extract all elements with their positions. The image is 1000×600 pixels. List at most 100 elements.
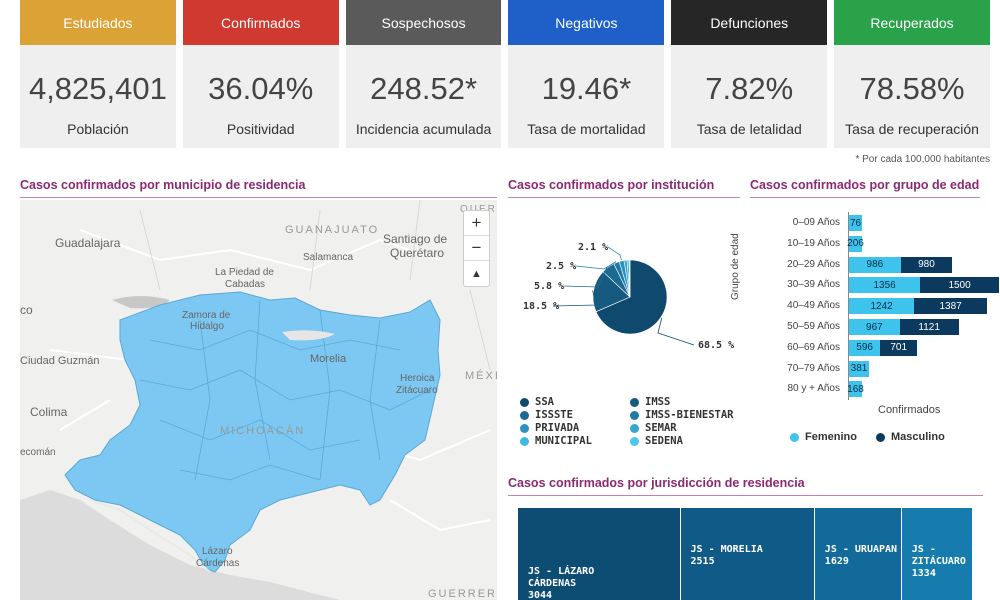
zoom-in-button[interactable]: + bbox=[464, 211, 489, 236]
treemap-title: Casos confirmados por jurisdicción de re… bbox=[508, 476, 983, 496]
label-hidalgo: Hidalgo bbox=[190, 321, 224, 332]
bar-femenino[interactable]: 967 bbox=[849, 319, 900, 335]
age-chart-title: Casos confirmados por grupo de edad bbox=[750, 178, 980, 198]
age-y-axis-title: Grupo de edad bbox=[730, 233, 741, 300]
tile-value: 1629 bbox=[824, 556, 849, 567]
age-axis-line bbox=[848, 212, 849, 400]
map-canvas bbox=[20, 200, 491, 600]
age-category-label: 20–29 Años bbox=[787, 258, 840, 270]
masculino-dot-icon bbox=[876, 432, 885, 442]
bar-femenino[interactable]: 76 bbox=[849, 215, 862, 231]
legend-item-imss-bienestar[interactable]: IMSS-BIENESTAR bbox=[630, 409, 750, 421]
label-morelia: Morelia bbox=[310, 353, 347, 365]
bar-masculino[interactable]: 1121 bbox=[899, 319, 959, 335]
bar-femenino[interactable]: 1242 bbox=[849, 298, 915, 315]
label-lapiedad: La Piedad de bbox=[215, 267, 274, 278]
kpi-header: Sospechosos bbox=[345, 0, 502, 45]
legend-femenino[interactable]: Femenino bbox=[790, 431, 857, 443]
legend-item-semar[interactable]: SEMAR bbox=[630, 422, 750, 434]
tile-name: CÁRDENAS bbox=[528, 578, 577, 589]
reset-north-button[interactable]: ▲ bbox=[471, 267, 482, 280]
age-x-axis-title: Confirmados bbox=[878, 404, 941, 416]
treemap-tile[interactable]: JS - LÁZARO CÁRDENAS 3044 bbox=[518, 508, 680, 600]
age-category-label: 30–39 Años bbox=[787, 279, 840, 291]
kpi-value: 7.82% bbox=[705, 71, 794, 106]
legend-masculino[interactable]: Masculino bbox=[876, 431, 945, 443]
legend-dot-icon bbox=[520, 410, 529, 420]
legend-label: ISSSTE bbox=[535, 409, 573, 421]
michoacan-region bbox=[64, 291, 441, 573]
age-category-label: 10–19 Años bbox=[787, 237, 840, 249]
bar-femenino[interactable]: 1356 bbox=[849, 277, 921, 294]
road-lines bbox=[49, 229, 491, 532]
pie-leader-line bbox=[575, 261, 617, 270]
municipality-map[interactable]: Guadalajara GUANAJUATO Santiago de Queré… bbox=[20, 200, 497, 600]
legend-item-municipal[interactable]: MUNICIPAL bbox=[520, 435, 630, 447]
legend-label: IMSS-BIENESTAR bbox=[645, 409, 734, 421]
tile-name: JS - ZITÁCUARO bbox=[911, 544, 966, 567]
age-category-label: 0–09 Años bbox=[792, 217, 840, 228]
legend-label: SEMAR bbox=[645, 422, 677, 434]
state-borders bbox=[139, 200, 491, 371]
tile-value: 2515 bbox=[690, 556, 715, 567]
label-quere: QUERE bbox=[460, 204, 497, 215]
pie-leader-line bbox=[607, 246, 622, 261]
legend-dot-icon bbox=[630, 436, 639, 446]
tile-name: JS - LÁZARO bbox=[528, 566, 595, 577]
pie-slice-sedena[interactable] bbox=[628, 259, 631, 298]
kpi-label: Tasa de letalidad bbox=[696, 121, 802, 137]
kpi-recuperados: Recuperados 78.58% Tasa de recuperación bbox=[834, 0, 990, 148]
treemap-tile[interactable]: JS - URUAPAN 1629 bbox=[814, 508, 901, 600]
legend-label: IMSS bbox=[645, 396, 671, 408]
treemap-tile[interactable]: JS - ZITÁCUARO 1334 bbox=[901, 508, 972, 600]
label-zamora: Zamora de bbox=[182, 310, 231, 321]
bar-masculino[interactable]: 701 bbox=[880, 339, 918, 356]
kpi-header: Defunciones bbox=[671, 0, 828, 45]
kpi-label: Tasa de recuperación bbox=[845, 121, 979, 137]
kpi-row: Estudiados 4,825,401 Población Confirmad… bbox=[20, 0, 990, 148]
pie-label: 2.5 % bbox=[546, 261, 576, 272]
treemap-tile[interactable]: JS - MORELIA 2515 bbox=[680, 508, 814, 600]
zoom-out-button[interactable]: − bbox=[464, 236, 489, 261]
pie-slice-ssa[interactable] bbox=[595, 259, 668, 335]
label-queretaro: Querétaro bbox=[390, 246, 445, 260]
kpi-header: Recuperados bbox=[834, 0, 990, 45]
map-title: Casos confirmados por municipio de resid… bbox=[20, 178, 497, 198]
coastline bbox=[89, 499, 211, 573]
label-co: co bbox=[20, 303, 33, 317]
bar-femenino[interactable]: 168 bbox=[847, 381, 864, 398]
bar-masculino[interactable]: 1387 bbox=[914, 298, 988, 315]
kpi-defunciones: Defunciones 7.82% Tasa de letalidad bbox=[671, 0, 828, 148]
legend-item-privada[interactable]: PRIVADA bbox=[520, 422, 630, 434]
label-santiago: Santiago de bbox=[383, 232, 448, 246]
legend-item-sedena[interactable]: SEDENA bbox=[630, 435, 750, 447]
legend-item-ssa[interactable]: SSA bbox=[520, 396, 630, 408]
pie-leader-line bbox=[552, 290, 597, 307]
pie-slice-imss[interactable] bbox=[592, 271, 631, 313]
kpi-label: Tasa de mortalidad bbox=[527, 121, 646, 137]
legend-dot-icon bbox=[520, 423, 529, 433]
bar-femenino[interactable]: 986 bbox=[849, 256, 901, 273]
pie-label: 5.8 % bbox=[534, 281, 564, 292]
bar-masculino[interactable]: 1500 bbox=[920, 277, 999, 294]
bar-femenino[interactable]: 206 bbox=[847, 235, 864, 252]
kpi-header: Negativos bbox=[508, 0, 665, 45]
bar-femenino[interactable]: 596 bbox=[849, 339, 881, 356]
legend-item-imss[interactable]: IMSS bbox=[630, 396, 750, 408]
kpi-value: 4,825,401 bbox=[28, 71, 167, 106]
kpi-header: Estudiados bbox=[20, 0, 176, 45]
age-category-label: 40–49 Años bbox=[787, 300, 840, 312]
bar-femenino[interactable]: 381 bbox=[849, 360, 869, 377]
bar-masculino[interactable]: 980 bbox=[900, 256, 953, 273]
ocean-area bbox=[20, 490, 340, 600]
legend-item-issste[interactable]: ISSSTE bbox=[520, 409, 630, 421]
tile-value: 1334 bbox=[911, 568, 936, 579]
institution-pie-chart: 68.5 % 18.5 % 5.8 % 2.5 %2.1 % bbox=[523, 242, 734, 351]
kpi-value: 78.58% bbox=[859, 71, 965, 106]
age-category-label: 50–59 Años bbox=[787, 321, 840, 332]
label-colima: Colima bbox=[30, 405, 68, 419]
legend-dot-icon bbox=[520, 397, 529, 407]
zoom-control: + − ▲ bbox=[463, 210, 490, 287]
pie-label: 2.1 % bbox=[578, 242, 608, 253]
kpi-estudiados: Estudiados 4,825,401 Población bbox=[20, 0, 176, 148]
